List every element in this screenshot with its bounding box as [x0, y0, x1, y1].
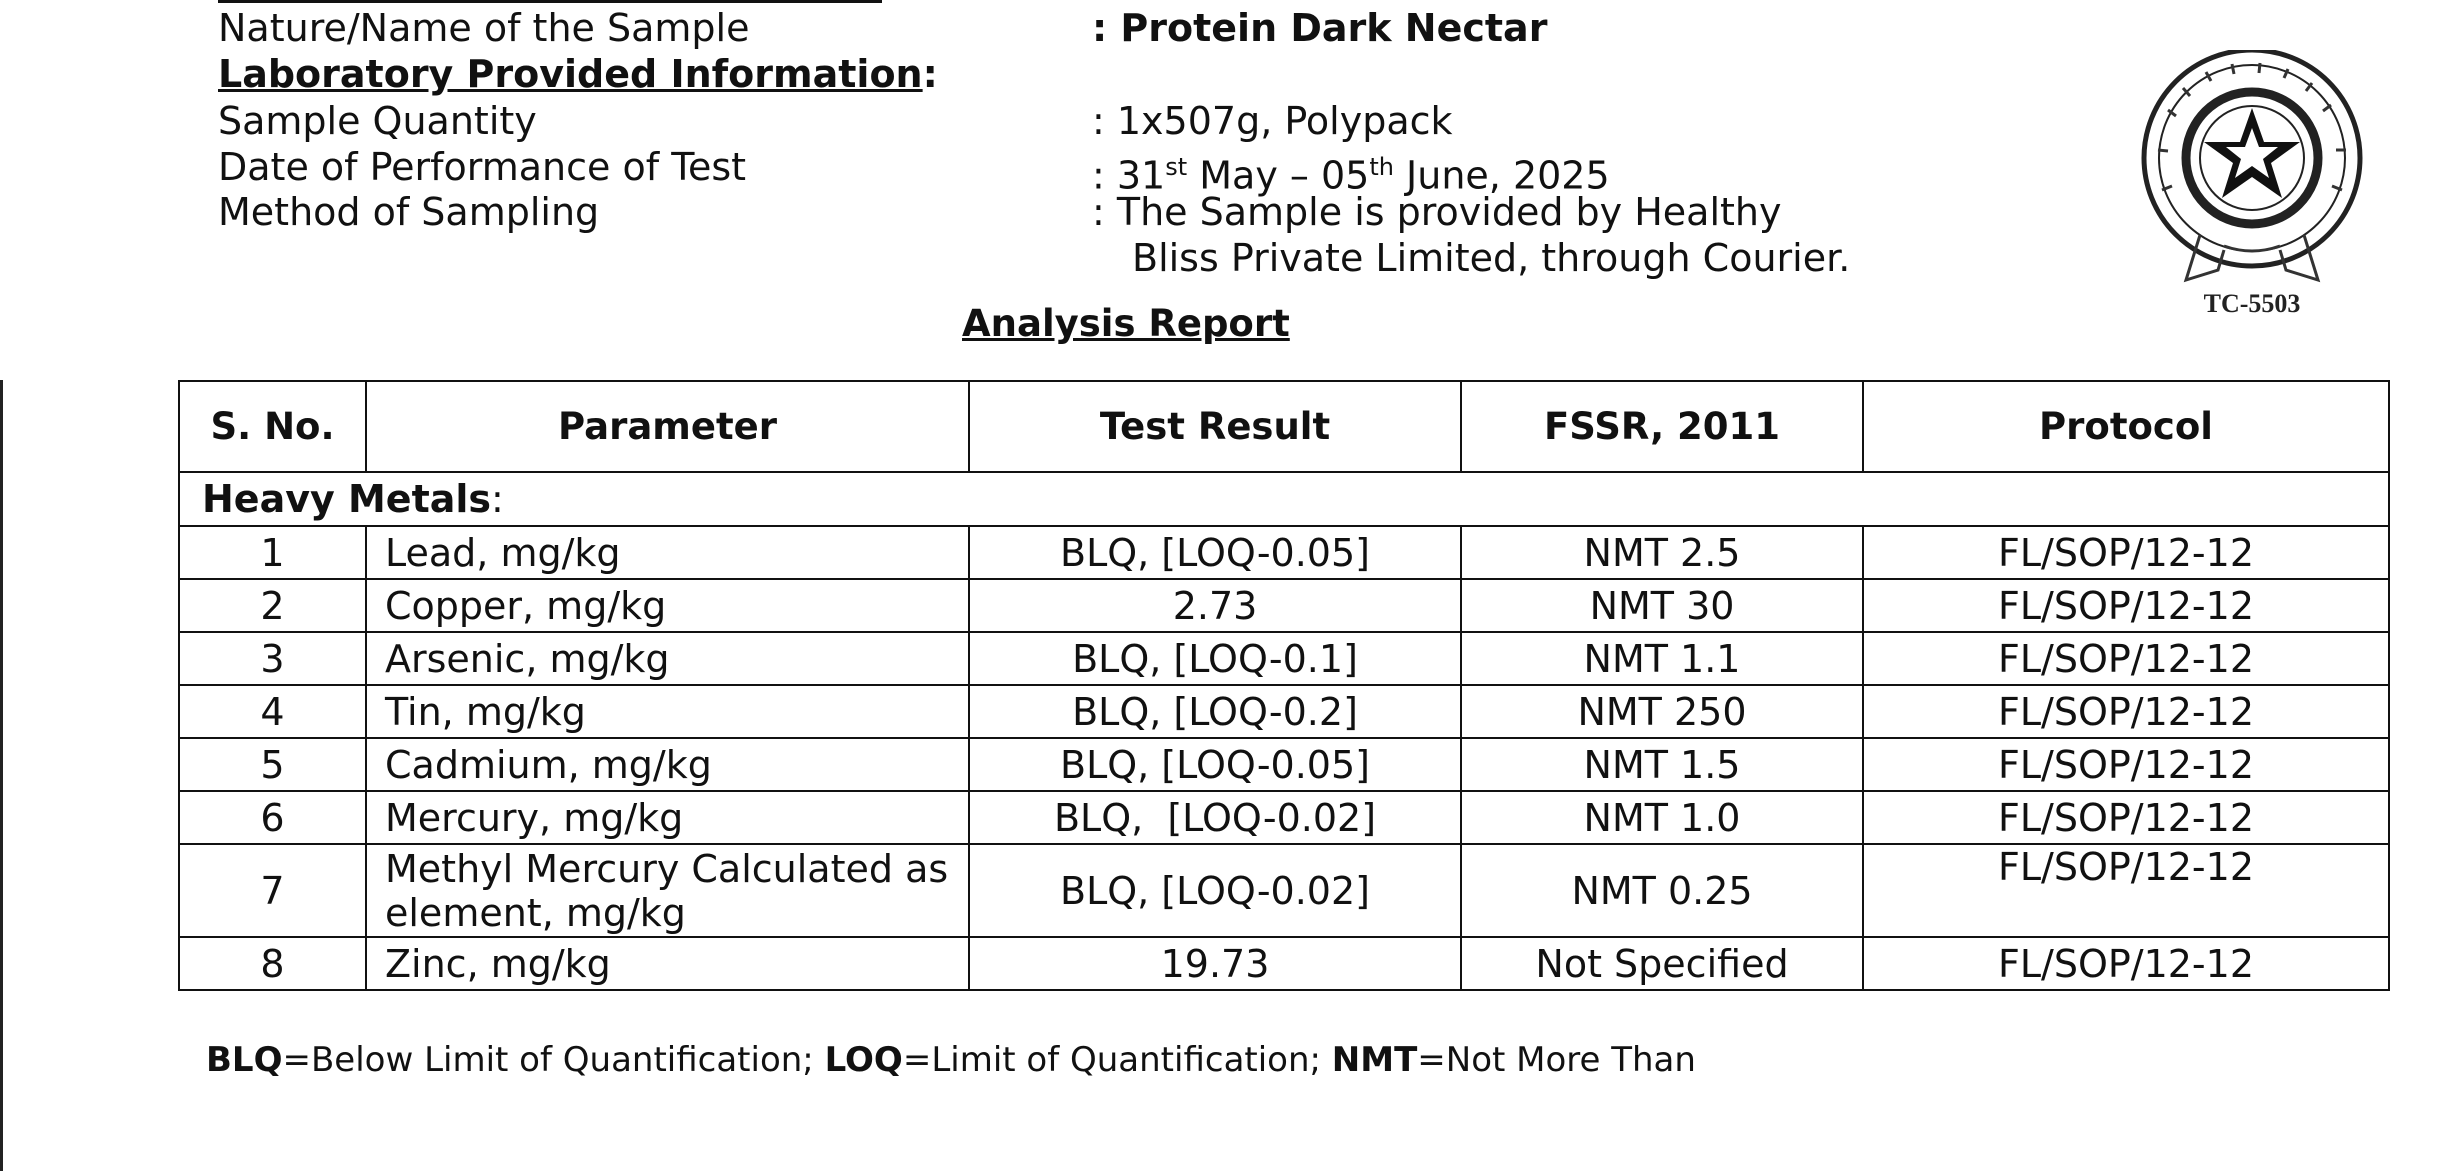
cell-result: BLQ, [LOQ-0.1] [968, 631, 1462, 686]
cell-sno: 5 [178, 737, 367, 792]
lab-info-heading: Laboratory Provided Information: [218, 51, 938, 97]
date-label: Date of Performance of Test [218, 145, 747, 189]
table-row: 4 Tin, mg/kg BLQ, [LOQ-0.2] NMT 250 FL/S… [178, 684, 2390, 739]
cell-sno: 3 [178, 631, 367, 686]
sample-name-label: Nature/Name of the Sample [218, 6, 750, 50]
sample-name-value: : Protein Dark Nectar [1092, 6, 1548, 50]
cell-fssr: NMT 1.5 [1460, 737, 1864, 792]
cell-parameter-line1: Methyl Mercury Calculated as [385, 846, 949, 891]
cell-result: 19.73 [968, 936, 1462, 991]
col-header-result: Test Result [968, 380, 1462, 473]
cell-protocol: FL/SOP/12-12 [1862, 936, 2390, 991]
cell-sno: 4 [178, 684, 367, 739]
cell-protocol: FL/SOP/12-12 [1862, 843, 2390, 938]
cell-protocol: FL/SOP/12-12 [1862, 684, 2390, 739]
date-mid: May – 05 [1187, 153, 1370, 198]
legend-blq-abbr: BLQ [206, 1040, 283, 1080]
legend-loq-text: =Limit of Quantification; [902, 1040, 1332, 1080]
date-sup-th: th [1369, 153, 1394, 181]
top-rule [218, 0, 882, 3]
cell-result: BLQ, [LOQ-0.02] [968, 790, 1462, 845]
col-header-parameter: Parameter [365, 380, 970, 473]
table-row: 2 Copper, mg/kg 2.73 NMT 30 FL/SOP/12-12 [178, 578, 2390, 633]
method-value-line1: : The Sample is provided by Healthy [1092, 190, 1782, 234]
col-header-protocol: Protocol [1862, 380, 2390, 473]
seal-code: TC-5503 [2204, 289, 2301, 318]
date-prefix: : 31 [1092, 153, 1166, 198]
quantity-label: Sample Quantity [218, 99, 537, 143]
col-header-sno: S. No. [178, 380, 367, 473]
cell-parameter: Methyl Mercury Calculated as element, mg… [365, 843, 970, 938]
cell-parameter: Tin, mg/kg [365, 684, 970, 739]
legend-nmt-text: =Not More Than [1417, 1040, 1696, 1080]
section-label: Heavy Metals [202, 477, 492, 521]
col-header-fssr: FSSR, 2011 [1460, 380, 1864, 473]
analysis-table: S. No. Parameter Test Result FSSR, 2011 … [178, 380, 2390, 991]
cell-parameter: Arsenic, mg/kg [365, 631, 970, 686]
cell-sno: 1 [178, 525, 367, 580]
table-row: 3 Arsenic, mg/kg BLQ, [LOQ-0.1] NMT 1.1 … [178, 631, 2390, 686]
cell-fssr: NMT 0.25 [1460, 843, 1864, 938]
abbreviation-legend: BLQ=Below Limit of Quantification; LOQ=L… [206, 1040, 1696, 1080]
cell-sno: 6 [178, 790, 367, 845]
table-header-row: S. No. Parameter Test Result FSSR, 2011 … [178, 380, 2390, 473]
cell-fssr: NMT 250 [1460, 684, 1864, 739]
cell-parameter-line2: element, mg/kg [385, 890, 686, 935]
section-row: Heavy Metals: [178, 471, 2390, 527]
cell-protocol: FL/SOP/12-12 [1862, 525, 2390, 580]
cell-parameter: Cadmium, mg/kg [365, 737, 970, 792]
quantity-value: : 1x507g, Polypack [1092, 99, 1453, 143]
cell-result: 2.73 [968, 578, 1462, 633]
cell-result: BLQ, [LOQ-0.05] [968, 737, 1462, 792]
cell-fssr: NMT 1.0 [1460, 790, 1864, 845]
cell-fssr: NMT 30 [1460, 578, 1864, 633]
date-suffix: June, 2025 [1393, 153, 1610, 198]
cell-fssr: NMT 1.1 [1460, 631, 1864, 686]
method-value-line2: Bliss Private Limited, through Courier. [1132, 236, 1851, 280]
table-row: 7 Methyl Mercury Calculated as element, … [178, 843, 2390, 938]
report-title: Analysis Report [962, 302, 1290, 345]
legend-loq-abbr: LOQ [824, 1040, 903, 1080]
cell-parameter: Copper, mg/kg [365, 578, 970, 633]
cell-parameter: Lead, mg/kg [365, 525, 970, 580]
table-row: 8 Zinc, mg/kg 19.73 Not Specified FL/SOP… [178, 936, 2390, 991]
cell-protocol: FL/SOP/12-12 [1862, 737, 2390, 792]
left-margin-rule [0, 380, 3, 1171]
date-sup-st: st [1165, 153, 1188, 181]
cell-sno: 7 [178, 843, 367, 938]
accreditation-seal-icon: TC-5503 [2141, 50, 2363, 318]
cell-fssr: NMT 2.5 [1460, 525, 1864, 580]
cell-fssr: Not Specified [1460, 936, 1864, 991]
section-colon: : [491, 477, 504, 521]
method-label: Method of Sampling [218, 190, 600, 234]
cell-protocol: FL/SOP/12-12 [1862, 578, 2390, 633]
cell-protocol: FL/SOP/12-12 [1862, 631, 2390, 686]
lab-info-colon: : [922, 52, 938, 96]
cell-result: BLQ, [LOQ-0.2] [968, 684, 1462, 739]
table-row: 5 Cadmium, mg/kg BLQ, [LOQ-0.05] NMT 1.5… [178, 737, 2390, 792]
cell-protocol: FL/SOP/12-12 [1862, 790, 2390, 845]
cell-parameter: Zinc, mg/kg [365, 936, 970, 991]
table-row: 1 Lead, mg/kg BLQ, [LOQ-0.05] NMT 2.5 FL… [178, 525, 2390, 580]
cell-parameter: Mercury, mg/kg [365, 790, 970, 845]
lab-info-heading-text: Laboratory Provided Information [218, 52, 923, 96]
table-row: 6 Mercury, mg/kg BLQ, [LOQ-0.02] NMT 1.0… [178, 790, 2390, 845]
cell-result: BLQ, [LOQ-0.05] [968, 525, 1462, 580]
section-heavy-metals: Heavy Metals: [178, 471, 2390, 527]
cell-sno: 8 [178, 936, 367, 991]
cell-result: BLQ, [LOQ-0.02] [968, 843, 1462, 938]
cell-sno: 2 [178, 578, 367, 633]
legend-nmt-abbr: NMT [1331, 1040, 1418, 1080]
date-value: : 31st May – 05th June, 2025 [1092, 144, 1610, 199]
legend-blq-text: =Below Limit of Quantification; [282, 1040, 825, 1080]
